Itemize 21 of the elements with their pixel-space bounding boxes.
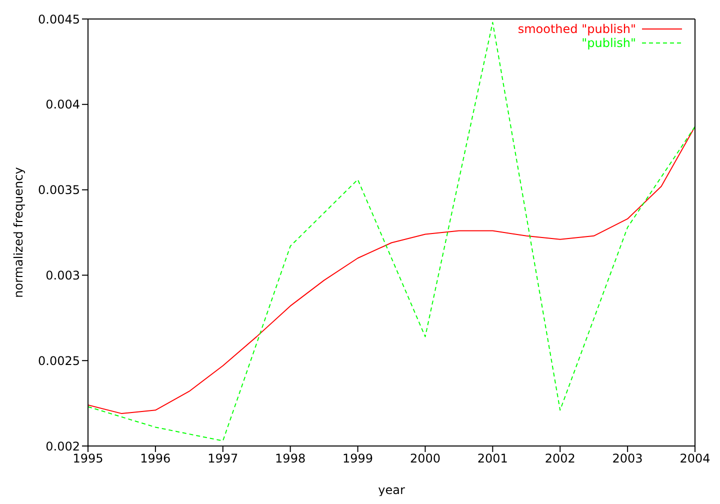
line-series: [88, 126, 695, 414]
x-tick-label: 1999: [342, 452, 374, 466]
y-tick-label: 0.002: [46, 439, 80, 454]
x-tick-label: 1997: [208, 452, 238, 466]
x-tick-label: 2000: [410, 452, 440, 466]
y-tick-label: 0.003: [46, 268, 80, 282]
x-tick-label: 1996: [140, 452, 171, 466]
x-tick-label: 2004: [680, 452, 710, 466]
y-tick-label: 0.0035: [38, 183, 80, 198]
legend-label: smoothed "publish": [518, 22, 636, 36]
x-tick-label: 2002: [544, 452, 576, 466]
x-tick-label: 2003: [612, 452, 643, 466]
x-tick-label: 2001: [477, 452, 508, 466]
y-tick-label: 0.0045: [38, 12, 80, 26]
y-tick-label: 0.004: [46, 98, 80, 112]
x-tick-label: 1998: [275, 452, 306, 466]
legend-label: "publish": [582, 36, 636, 50]
line-series: [88, 22, 695, 442]
x-tick-label: 1995: [72, 452, 104, 466]
y-axis-title: normalized frequency: [11, 167, 26, 298]
y-tick-label: 0.0025: [38, 354, 80, 368]
